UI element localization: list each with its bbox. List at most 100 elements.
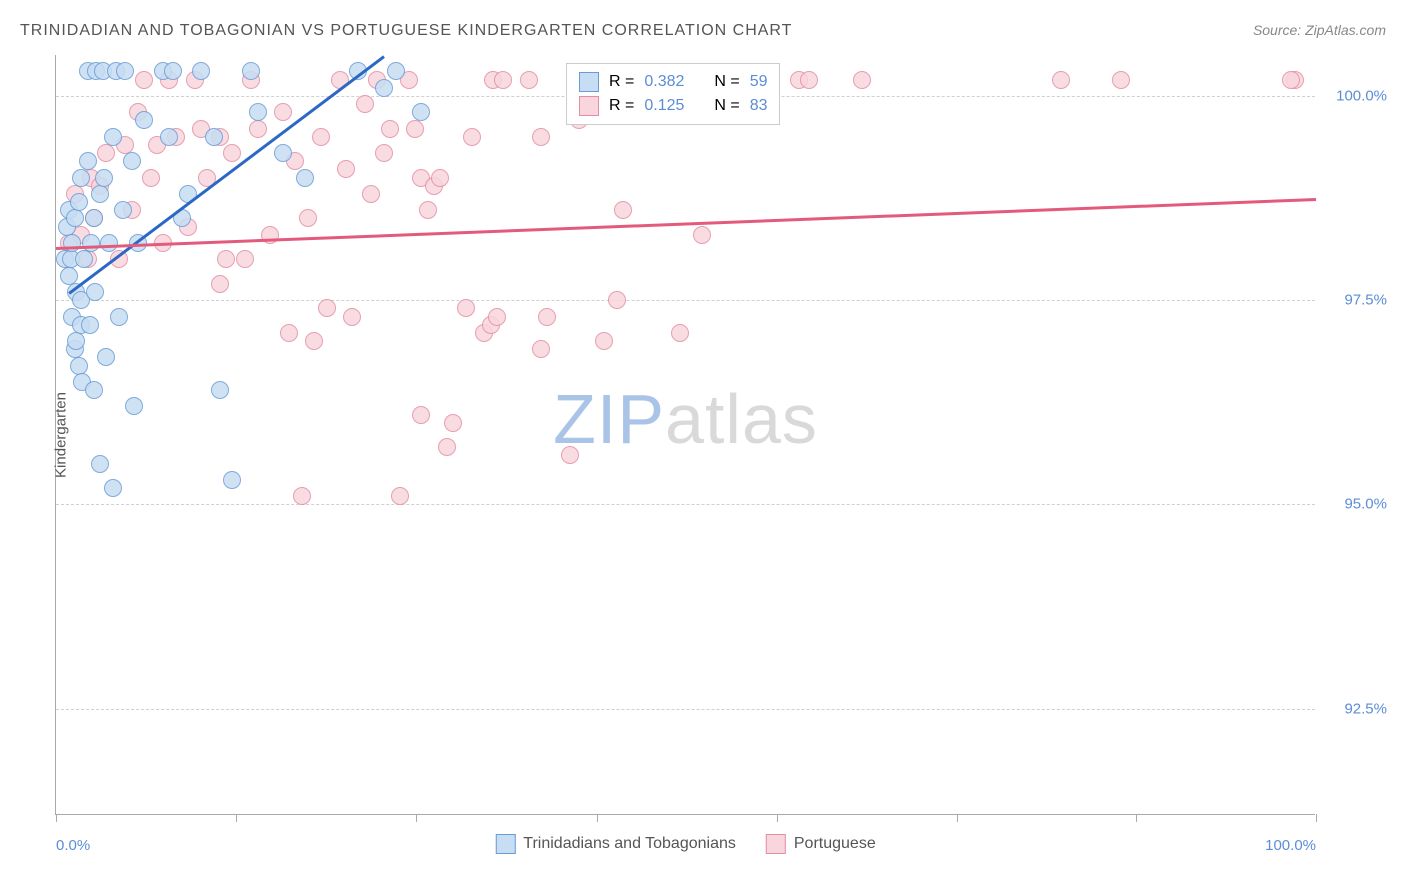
source-label: Source: ZipAtlas.com xyxy=(1253,22,1386,38)
scatter-point xyxy=(337,160,355,178)
scatter-point xyxy=(95,169,113,187)
scatter-point xyxy=(356,95,374,113)
scatter-point xyxy=(164,62,182,80)
scatter-point xyxy=(91,455,109,473)
scatter-point xyxy=(123,152,141,170)
scatter-point xyxy=(438,438,456,456)
scatter-point xyxy=(318,299,336,317)
scatter-point xyxy=(236,250,254,268)
scatter-point xyxy=(532,128,550,146)
scatter-point xyxy=(280,324,298,342)
scatter-point xyxy=(431,169,449,187)
y-axis-title: Kindergarten xyxy=(52,392,69,478)
scatter-point xyxy=(72,169,90,187)
scatter-point xyxy=(520,71,538,89)
x-tick xyxy=(597,814,598,822)
y-tick-label: 92.5% xyxy=(1344,700,1387,717)
scatter-point xyxy=(86,283,104,301)
scatter-point xyxy=(114,201,132,219)
scatter-point xyxy=(444,414,462,432)
scatter-point xyxy=(82,234,100,252)
scatter-point xyxy=(223,144,241,162)
scatter-point xyxy=(488,308,506,326)
scatter-point xyxy=(70,357,88,375)
y-tick-label: 97.5% xyxy=(1344,292,1387,309)
x-tick xyxy=(56,814,57,822)
bottom-legend: Trinidadians and Tobagonians Portuguese xyxy=(495,834,875,854)
scatter-point xyxy=(110,308,128,326)
scatter-point xyxy=(135,111,153,129)
scatter-point xyxy=(343,308,361,326)
stats-N-value-2: 83 xyxy=(750,97,768,115)
x-tick-label: 100.0% xyxy=(1265,837,1316,854)
x-tick xyxy=(957,814,958,822)
scatter-point xyxy=(387,62,405,80)
x-tick xyxy=(777,814,778,822)
stats-row-series1: R = 0.382 N = 59 xyxy=(579,70,767,94)
scatter-point xyxy=(412,406,430,424)
scatter-point xyxy=(85,381,103,399)
scatter-point xyxy=(800,71,818,89)
scatter-point xyxy=(362,185,380,203)
scatter-point xyxy=(412,103,430,121)
plot-area: Kindergarten ZIPatlas 92.5%95.0%97.5%100… xyxy=(55,55,1315,815)
scatter-point xyxy=(135,71,153,89)
scatter-point xyxy=(217,250,235,268)
gridline-y xyxy=(56,709,1315,710)
x-tick-label: 0.0% xyxy=(56,837,90,854)
scatter-point xyxy=(79,152,97,170)
legend-swatch-2 xyxy=(766,834,786,854)
stats-legend-box: R = 0.382 N = 59 R = 0.125 N = 83 xyxy=(566,63,780,125)
scatter-point xyxy=(97,144,115,162)
stats-R-value-1: 0.382 xyxy=(644,73,704,91)
scatter-point xyxy=(85,209,103,227)
gridline-y xyxy=(56,504,1315,505)
scatter-point xyxy=(75,250,93,268)
scatter-point xyxy=(205,128,223,146)
stats-R-label: R = xyxy=(609,97,634,115)
scatter-point xyxy=(532,340,550,358)
y-tick-label: 95.0% xyxy=(1344,496,1387,513)
scatter-point xyxy=(249,103,267,121)
scatter-point xyxy=(274,103,292,121)
scatter-point xyxy=(1052,71,1070,89)
swatch-series2 xyxy=(579,96,599,116)
scatter-point xyxy=(305,332,323,350)
scatter-point xyxy=(1282,71,1300,89)
scatter-point xyxy=(853,71,871,89)
scatter-point xyxy=(463,128,481,146)
scatter-point xyxy=(97,348,115,366)
scatter-point xyxy=(494,71,512,89)
scatter-point xyxy=(60,267,78,285)
scatter-point xyxy=(693,226,711,244)
scatter-point xyxy=(116,62,134,80)
scatter-point xyxy=(312,128,330,146)
scatter-point xyxy=(457,299,475,317)
scatter-point xyxy=(242,62,260,80)
scatter-point xyxy=(293,487,311,505)
scatter-point xyxy=(66,209,84,227)
stats-R-value-2: 0.125 xyxy=(644,97,704,115)
scatter-point xyxy=(375,79,393,97)
legend-label-2: Portuguese xyxy=(794,835,876,853)
scatter-point xyxy=(614,201,632,219)
scatter-point xyxy=(211,275,229,293)
scatter-point xyxy=(375,144,393,162)
stats-R-label: R = xyxy=(609,73,634,91)
scatter-point xyxy=(104,128,122,146)
scatter-point xyxy=(406,120,424,138)
scatter-point xyxy=(104,479,122,497)
legend-item-1: Trinidadians and Tobagonians xyxy=(495,834,736,854)
chart-title: TRINIDADIAN AND TOBAGONIAN VS PORTUGUESE… xyxy=(20,22,792,40)
scatter-point xyxy=(296,169,314,187)
scatter-point xyxy=(1112,71,1130,89)
trend-line xyxy=(56,198,1316,250)
scatter-point xyxy=(125,397,143,415)
scatter-point xyxy=(299,209,317,227)
legend-swatch-1 xyxy=(495,834,515,854)
x-tick xyxy=(416,814,417,822)
scatter-point xyxy=(561,446,579,464)
x-tick xyxy=(1316,814,1317,822)
x-tick xyxy=(236,814,237,822)
scatter-point xyxy=(70,193,88,211)
